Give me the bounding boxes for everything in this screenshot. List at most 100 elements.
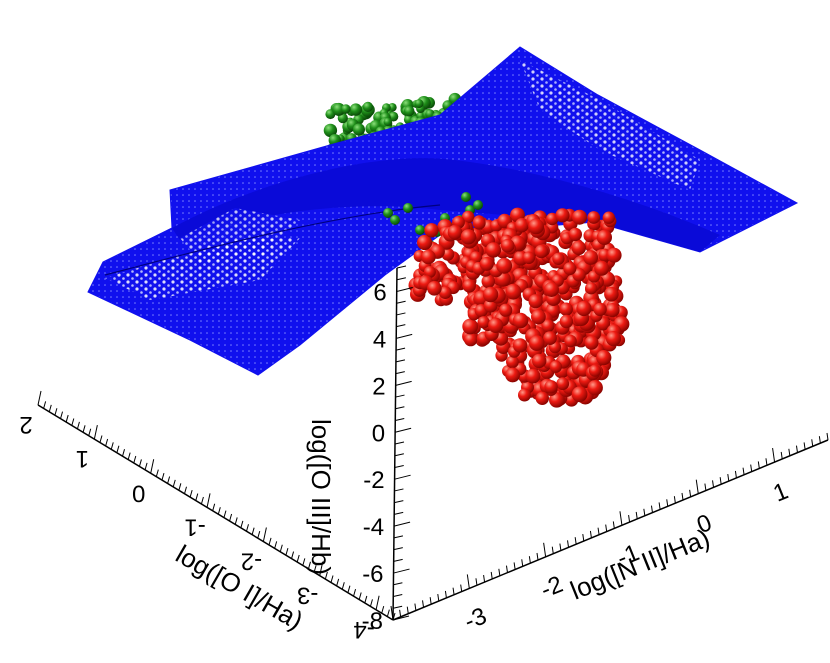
- red-point: [488, 317, 504, 333]
- x-axis-tick: [803, 442, 806, 450]
- red-point: [593, 302, 607, 317]
- z-axis-tick: [393, 568, 410, 574]
- x-axis-tick: [589, 530, 592, 538]
- red-points-cluster: [408, 207, 630, 408]
- green-point: [349, 103, 362, 116]
- z-tick-label: 2: [372, 373, 385, 400]
- y-axis-tick: [206, 493, 211, 508]
- y-tick-label: -4: [353, 616, 374, 643]
- red-point: [541, 319, 555, 333]
- red-point: [514, 218, 529, 233]
- x-axis-tick: [582, 533, 585, 542]
- x-tick-label: -2: [537, 571, 567, 604]
- y-axis-tick: [223, 510, 227, 518]
- x-axis-tick: [628, 515, 631, 523]
- y-axis-tick: [324, 571, 328, 580]
- x-axis-tick: [574, 537, 577, 545]
- x-axis-tick: [612, 521, 615, 529]
- y-axis-tick: [257, 530, 261, 539]
- red-point: [522, 251, 536, 265]
- x-axis-tick: [422, 600, 425, 608]
- y-axis-tick: [178, 483, 182, 491]
- red-point: [518, 388, 531, 402]
- z-tick-label: -2: [363, 467, 384, 494]
- y-axis-tick: [200, 496, 204, 505]
- x-axis-tick: [466, 574, 470, 589]
- x-axis-tick: [414, 603, 417, 611]
- z-axis-tick: [393, 605, 403, 609]
- red-point: [604, 286, 619, 302]
- z-axis-tick: [393, 535, 404, 539]
- green-point: [341, 104, 351, 114]
- y-axis-tick: [172, 479, 176, 488]
- y-axis-tick: [110, 442, 114, 450]
- red-point: [464, 332, 478, 347]
- x-axis-title: log([N II]/Ha): [566, 523, 714, 606]
- y-axis-tick: [71, 418, 75, 426]
- y-axis-tick: [274, 541, 278, 549]
- x-axis-tick: [543, 542, 547, 557]
- y-axis-tick: [336, 578, 340, 587]
- z-axis-tick: [394, 500, 404, 504]
- surface-series: [87, 46, 799, 376]
- red-point: [424, 223, 439, 238]
- red-point: [481, 274, 496, 289]
- z-axis-tick: [394, 488, 404, 492]
- y-axis-tick: [184, 486, 187, 494]
- y-axis-tick: [161, 472, 165, 481]
- y-axis-tick: [358, 592, 362, 600]
- red-point: [546, 212, 559, 226]
- y-axis-tick: [330, 575, 334, 583]
- x-axis-tick: [444, 590, 447, 598]
- z-axis-tick: [395, 380, 412, 386]
- z-axis-tick: [394, 441, 405, 445]
- surface-body: [87, 46, 799, 376]
- x-axis-tick: [681, 492, 684, 501]
- z-axis-tick: [393, 594, 403, 598]
- x-axis-tick: [528, 556, 531, 564]
- red-point: [528, 218, 544, 235]
- z-tick-label: -8: [362, 608, 383, 635]
- red-point: [506, 355, 519, 369]
- y-tick-label: -3: [297, 582, 318, 609]
- red-point: [499, 303, 513, 317]
- x-axis-tick: [695, 479, 699, 494]
- z-axis-tick: [395, 371, 405, 375]
- y-axis-tick: [279, 544, 283, 552]
- y-axis-tick: [240, 520, 244, 528]
- green-point: [352, 123, 365, 136]
- x-axis-tick: [750, 464, 753, 472]
- x-axis-tick: [788, 448, 791, 456]
- x-axis-tick: [780, 451, 783, 460]
- x-axis-tick: [619, 511, 623, 526]
- x-axis-tick: [658, 502, 661, 510]
- red-point: [534, 244, 549, 259]
- y-axis-tick: [212, 503, 216, 511]
- red-point: [479, 256, 494, 271]
- z-axis-tick: [395, 418, 405, 422]
- z-axis-tick: [393, 558, 403, 562]
- z-axis-tick: [394, 464, 404, 468]
- x-axis-tick: [406, 606, 409, 614]
- z-axis-tick: [392, 615, 410, 621]
- red-point: [549, 392, 565, 408]
- red-point: [571, 240, 586, 256]
- z-axis-tick: [396, 300, 406, 304]
- x-axis-tick: [689, 489, 692, 497]
- x-axis-tick: [559, 543, 562, 551]
- green-point: [403, 105, 415, 117]
- red-point: [587, 211, 601, 224]
- red-point: [587, 380, 603, 396]
- green-point: [383, 208, 393, 218]
- red-point: [512, 312, 529, 329]
- red-point: [549, 360, 562, 373]
- red-point: [544, 282, 559, 297]
- x-axis-tick: [536, 552, 539, 561]
- y-axis-tick: [296, 554, 300, 563]
- y-tick-label: 1: [76, 445, 89, 472]
- y-axis-tick: [127, 452, 131, 460]
- surface-sparse-region: [520, 60, 700, 190]
- y-axis-title: log([O I]/Ha): [171, 539, 309, 636]
- red-point: [605, 331, 622, 347]
- red-point: [572, 209, 587, 225]
